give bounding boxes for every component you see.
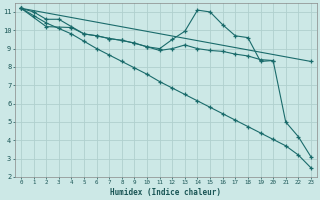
X-axis label: Humidex (Indice chaleur): Humidex (Indice chaleur) [110,188,221,197]
